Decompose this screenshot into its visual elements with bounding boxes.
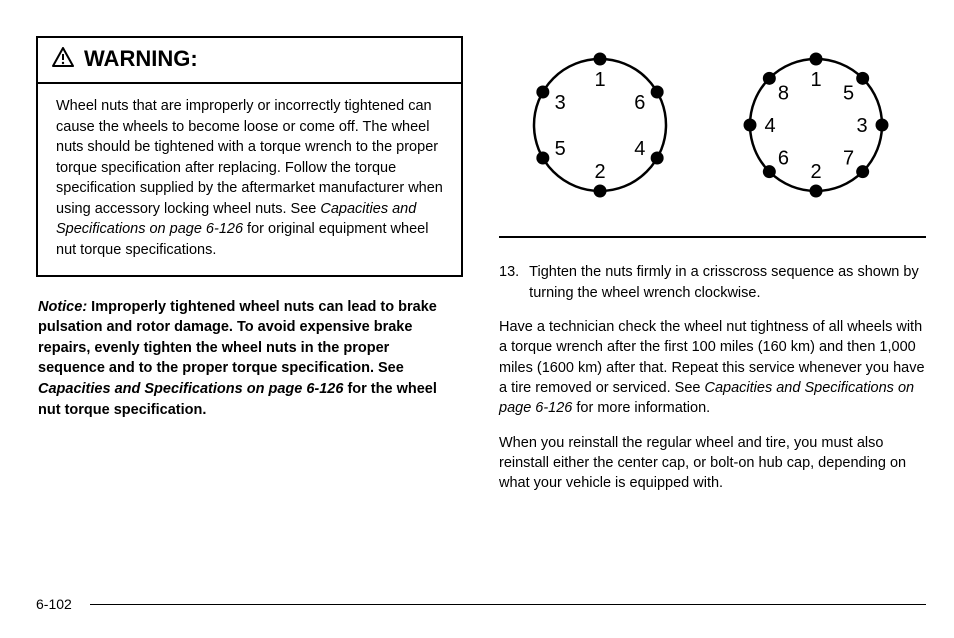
lug-diagram-8: 15372648: [721, 40, 911, 210]
svg-text:2: 2: [594, 161, 605, 183]
lug-diagrams: 164253 15372648: [499, 36, 926, 210]
step-number: 13.: [499, 262, 519, 303]
diagram-divider: [499, 236, 926, 238]
footer-rule: [90, 604, 926, 605]
warning-body: Wheel nuts that are improperly or incorr…: [38, 84, 461, 275]
svg-text:5: 5: [842, 82, 853, 104]
warning-box: WARNING: Wheel nuts that are improperly …: [36, 36, 463, 277]
lug-diagram-6: 1 6 4 2 5 3: [515, 40, 685, 210]
svg-text:3: 3: [554, 92, 565, 114]
right-column: 164253 15372648 13. Tighten the nuts fir…: [499, 36, 926, 508]
svg-text:4: 4: [764, 115, 775, 137]
svg-text:4: 4: [634, 138, 645, 160]
svg-text:1: 1: [594, 69, 605, 91]
warning-body-pre: Wheel nuts that are improperly or incorr…: [56, 98, 443, 217]
svg-text:8: 8: [777, 82, 788, 104]
step-13: 13. Tighten the nuts firmly in a crisscr…: [499, 262, 926, 303]
warning-header: WARNING:: [38, 38, 461, 84]
svg-text:6: 6: [777, 148, 788, 170]
p1-post: for more information.: [572, 400, 710, 416]
notice-paragraph: Notice: Improperly tightened wheel nuts …: [36, 297, 463, 420]
svg-text:3: 3: [856, 115, 867, 137]
notice-ref: Capacities and Specifications: [38, 381, 243, 397]
paragraph-1: Have a technician check the wheel nut ti…: [499, 317, 926, 418]
svg-text:7: 7: [842, 148, 853, 170]
svg-text:1: 1: [810, 69, 821, 91]
warning-triangle-icon: [52, 47, 74, 71]
page-footer: 6-102: [36, 596, 926, 612]
warning-heading: WARNING:: [84, 46, 198, 72]
page-number: 6-102: [36, 596, 72, 612]
svg-text:5: 5: [554, 138, 565, 160]
svg-text:6: 6: [634, 92, 645, 114]
notice-label: Notice:: [38, 299, 87, 315]
notice-text-pre: Improperly tightened wheel nuts can lead…: [38, 299, 437, 377]
svg-text:2: 2: [810, 161, 821, 183]
paragraph-2: When you reinstall the regular wheel and…: [499, 433, 926, 494]
step-text: Tighten the nuts firmly in a crisscross …: [529, 262, 926, 303]
notice-ref-tail: on page 6-126: [243, 381, 344, 397]
left-column: WARNING: Wheel nuts that are improperly …: [36, 36, 463, 508]
